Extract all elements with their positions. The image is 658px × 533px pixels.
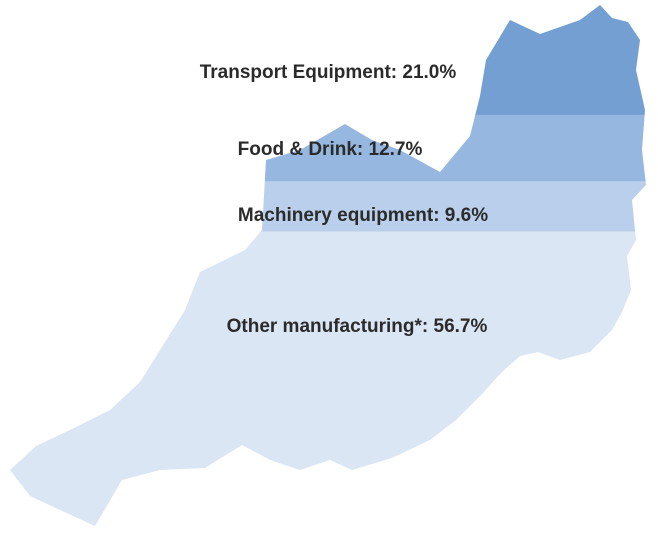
- labels: Transport Equipment: 21.0% Food & Drink: …: [200, 62, 488, 337]
- data-label: Machinery equipment: 9.6%: [238, 205, 488, 226]
- data-label: Food & Drink: 12.7%: [238, 139, 423, 160]
- map-fill: [10, 5, 646, 526]
- band: [10, 231, 646, 526]
- band: [10, 5, 646, 116]
- data-label: Other manufacturing*: 56.7%: [227, 316, 488, 337]
- data-label: Transport Equipment: 21.0%: [200, 62, 457, 83]
